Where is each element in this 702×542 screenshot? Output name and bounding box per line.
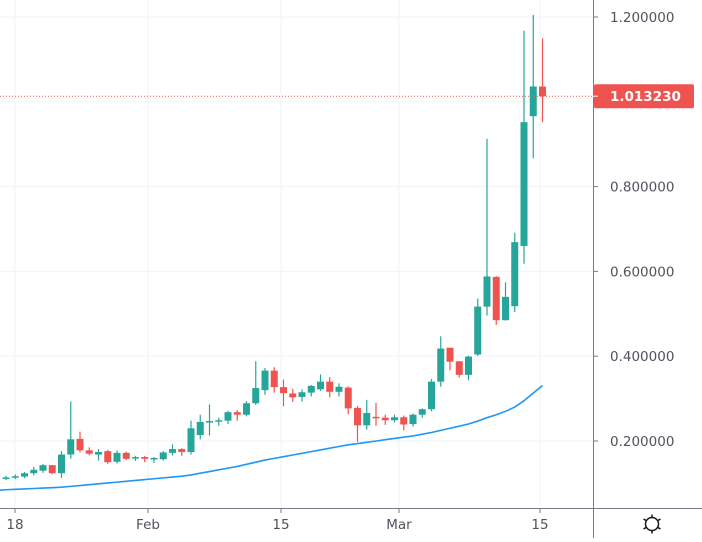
- price-axis-label: 1.200000: [610, 10, 674, 26]
- time-axis-label: Mar: [386, 517, 412, 533]
- candle: [58, 451, 65, 478]
- candle: [11, 474, 19, 480]
- time-axis-label: 18: [6, 517, 23, 533]
- candle: [298, 389, 306, 402]
- candle: [215, 417, 223, 426]
- candle: [539, 38, 546, 123]
- candle: [502, 282, 509, 321]
- price-axis-label: 0.400000: [610, 349, 674, 365]
- candle: [261, 368, 269, 395]
- price-axis-label: 0.800000: [610, 180, 674, 196]
- candle: [335, 383, 343, 397]
- candle: [187, 420, 195, 455]
- candle: [391, 414, 398, 423]
- candle: [224, 410, 232, 425]
- candle: [307, 385, 315, 397]
- price-axis-label: 0.200000: [610, 434, 674, 450]
- candle: [141, 455, 149, 463]
- time-axis-label: 15: [272, 517, 289, 533]
- candle: [400, 415, 408, 431]
- candle: [418, 408, 426, 418]
- candle: [326, 376, 334, 398]
- candle: [465, 355, 472, 381]
- time-axis-label: Feb: [136, 517, 160, 533]
- price-axis-label: 0.600000: [610, 264, 674, 280]
- candle: [372, 402, 380, 426]
- candle: [529, 14, 537, 159]
- candle: [206, 404, 213, 436]
- candle: [39, 463, 47, 473]
- candle: [381, 414, 389, 425]
- candle: [446, 347, 454, 371]
- candle: [169, 444, 176, 456]
- candle: [483, 138, 491, 316]
- gear-icon: [643, 514, 661, 534]
- candle: [455, 361, 463, 378]
- candle: [113, 450, 121, 464]
- price-axis[interactable]: 1.200000 0.800000 0.600000 0.400000 0.200000: [593, 10, 674, 450]
- settings-button[interactable]: [639, 511, 665, 537]
- candle: [363, 399, 371, 430]
- candle: [30, 466, 38, 476]
- grid-lines: [0, 0, 593, 508]
- candle: [21, 471, 28, 479]
- candle: [76, 431, 84, 453]
- time-axis[interactable]: 18 Feb 15 Mar 15: [6, 508, 549, 533]
- candle: [354, 406, 361, 442]
- candle: [270, 367, 278, 393]
- candle: [2, 475, 10, 481]
- candle: [317, 374, 324, 391]
- candle: [492, 276, 500, 325]
- candle: [437, 336, 445, 387]
- candle: [474, 298, 482, 357]
- candle: [409, 413, 417, 427]
- candle: [159, 451, 167, 461]
- candle: [132, 455, 139, 461]
- candlestick-series: [2, 14, 546, 481]
- candle: [85, 447, 93, 456]
- candle: [104, 449, 112, 464]
- candle: [252, 361, 260, 405]
- candle: [196, 414, 204, 440]
- moving-average-line: [0, 384, 544, 491]
- candle: [150, 457, 158, 464]
- candle: [48, 465, 56, 475]
- last-price-value: 1.013230: [610, 89, 681, 105]
- candle: [67, 401, 75, 459]
- candle: [122, 451, 130, 461]
- candle: [243, 401, 250, 417]
- last-price-badge: 1.013230: [593, 84, 694, 109]
- time-axis-label: 15: [531, 517, 548, 533]
- candle: [520, 30, 528, 264]
- candle: [511, 232, 519, 313]
- candle: [289, 388, 297, 402]
- candle: [280, 379, 287, 407]
- candle: [233, 410, 241, 421]
- candle: [178, 448, 186, 456]
- candle: [95, 449, 102, 461]
- candle: [428, 379, 435, 412]
- candle: [344, 386, 352, 415]
